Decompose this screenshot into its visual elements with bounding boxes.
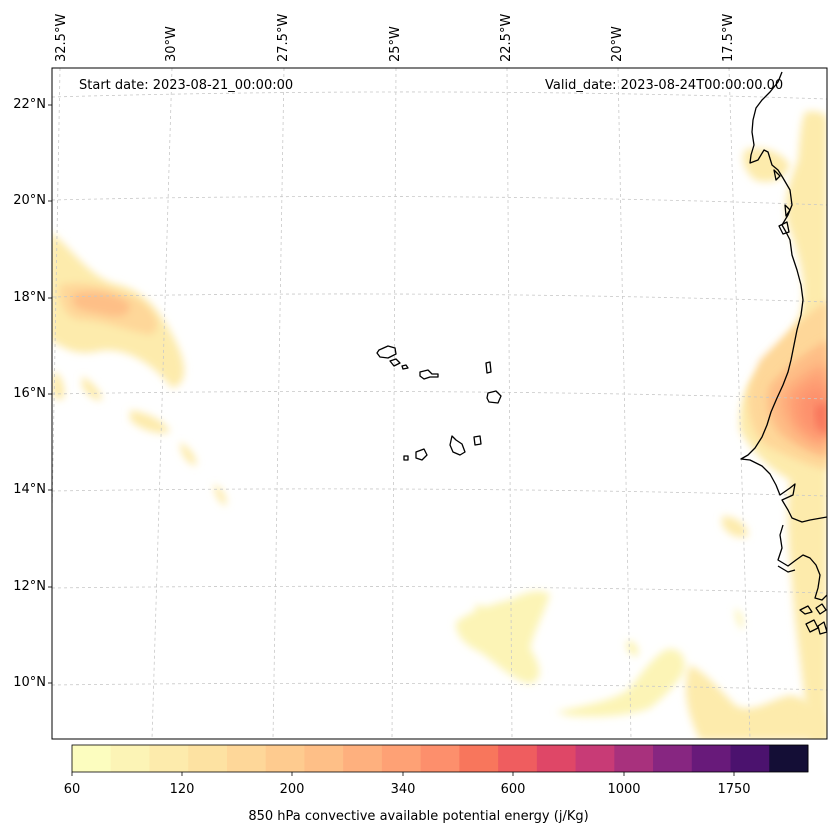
grid-lon-17-5: [728, 68, 751, 739]
grid-lon-20: [617, 68, 632, 739]
coastline-africa: [740, 71, 827, 523]
lon-label: 22.5°W: [499, 13, 514, 62]
map-panel: [52, 68, 827, 739]
grid-lat-18: [52, 293, 827, 303]
island-santiago: [449, 435, 466, 456]
colorbar-tick-label: 600: [500, 782, 526, 797]
colorbar-swatch: [343, 745, 383, 772]
grid-lat-12: [52, 585, 827, 594]
lon-label: 32.5°W: [54, 13, 69, 62]
start-date-label: Start date: 2023-08-21_00:00:00: [79, 78, 294, 93]
colorbar-tick-label: 340: [390, 782, 416, 797]
grid-lat-22: [52, 91, 827, 100]
cape-shading: [52, 111, 827, 739]
colorbar-swatch: [653, 745, 693, 772]
colorbar-swatch: [730, 745, 770, 772]
colorbar-tick-label: 60: [63, 782, 81, 797]
colorbar-swatch: [149, 745, 189, 772]
coastlines: [376, 71, 827, 635]
lat-label: 16°N: [13, 386, 46, 401]
lon-label: 20°W: [610, 26, 625, 62]
lat-label: 14°N: [13, 482, 46, 497]
colorbar-swatch: [614, 745, 654, 772]
map-frame: [51, 67, 828, 740]
colorbar-swatch: [575, 745, 615, 772]
colorbar-frame: [71, 744, 809, 773]
lat-label: 18°N: [13, 290, 46, 305]
colorbar-ticks: [71, 772, 735, 776]
island-boavista: [486, 390, 502, 404]
lon-label: 25°W: [388, 26, 403, 62]
colorbar-tick-label: 120: [169, 782, 195, 797]
lat-ticks: [48, 104, 52, 684]
island-santa-luzia: [401, 364, 409, 370]
colorbar-tick-label: 1750: [717, 782, 751, 797]
colorbar-swatch: [420, 745, 460, 772]
grid-lat-16: [52, 391, 827, 400]
colorbar-swatch: [498, 745, 538, 772]
island-brava: [403, 455, 409, 461]
colorbar-title: 850 hPa convective available potential e…: [248, 809, 589, 824]
lat-label: 22°N: [13, 97, 46, 112]
graticule: [52, 68, 827, 739]
colorbar-swatch: [691, 745, 732, 772]
colorbar-swatch: [536, 745, 577, 772]
colorbar: [72, 745, 809, 772]
grid-lat-20: [52, 196, 827, 206]
colorbar-swatch: [304, 745, 344, 772]
island-maio: [473, 435, 482, 446]
island-sao-nicolau: [419, 369, 439, 380]
grid-lat-10: [52, 682, 827, 691]
colorbar-swatch: [769, 745, 809, 772]
cape-blob-east: [739, 111, 827, 739]
lon-label: 30°W: [164, 26, 179, 62]
colorbar-tick-label: 200: [279, 782, 305, 797]
island-bijagos: [799, 605, 813, 615]
colorbar-swatch: [226, 745, 267, 772]
island-fogo: [415, 448, 428, 461]
grid-lon-22-5: [506, 68, 513, 739]
grid-lon-30: [151, 68, 173, 739]
colorbar-swatch: [110, 745, 150, 772]
grid-lat-14: [52, 488, 827, 497]
lat-label: 12°N: [13, 579, 46, 594]
lat-label: 20°N: [13, 193, 46, 208]
colorbar-swatch: [188, 745, 228, 772]
island-sal: [485, 361, 492, 374]
lon-label: 17.5°W: [721, 13, 736, 62]
lon-label: 27.5°W: [276, 13, 291, 62]
valid-date-label: Valid_date: 2023-08-24T00:00:00.00: [545, 78, 784, 93]
cape-blob-small: [130, 410, 748, 538]
colorbar-swatch: [265, 745, 305, 772]
grid-lon-27-5: [272, 68, 285, 739]
grid-lon-25: [391, 68, 397, 739]
island-santo-antao: [376, 345, 397, 359]
island-sao-vicente: [389, 358, 401, 367]
colorbar-swatch: [72, 745, 112, 772]
colorbar-tick-label: 1000: [607, 782, 641, 797]
cape-blob-south: [455, 591, 827, 739]
colorbar-swatch: [459, 745, 499, 772]
coastline-guinea-bissau: [777, 524, 827, 601]
lat-label: 10°N: [13, 675, 46, 690]
colorbar-swatch: [381, 745, 422, 772]
